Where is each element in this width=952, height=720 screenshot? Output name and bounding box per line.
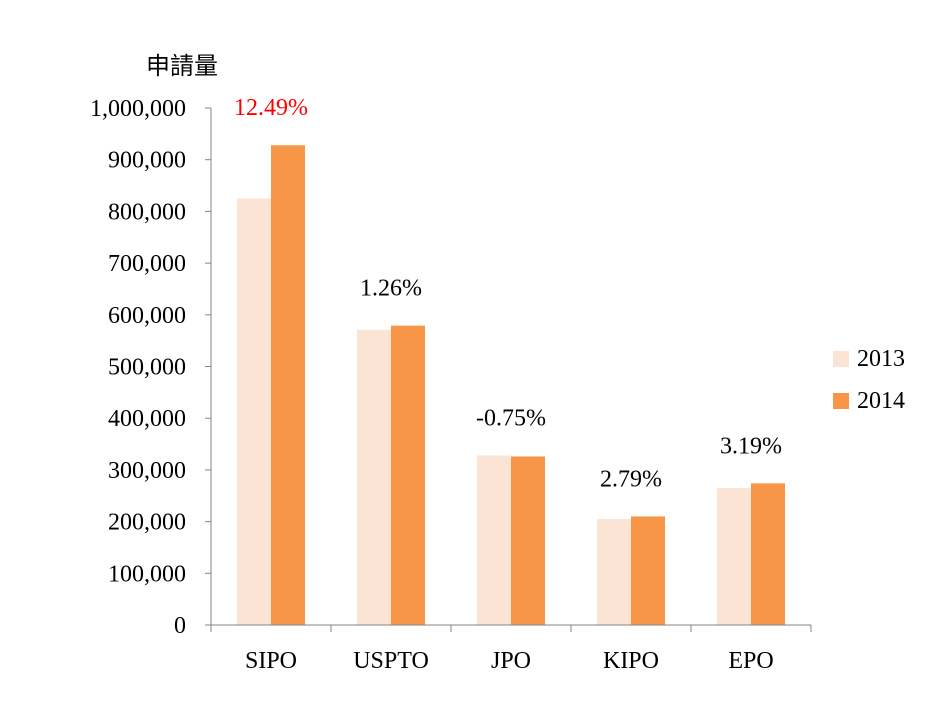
bar-kipo-2013 [597, 519, 631, 625]
annotations-group: 12.49% 1.26% -0.75% 2.79% 3.19% [234, 95, 782, 492]
change-annotation: 2.79% [600, 466, 662, 492]
y-tick-label: 1,000,000 [90, 96, 186, 122]
bar-uspto-2013 [357, 329, 391, 625]
bar-uspto-2014 [391, 325, 425, 625]
legend-label-2014: 2014 [857, 388, 905, 414]
y-tick-label: 900,000 [108, 148, 186, 174]
legend: 2013 2014 [833, 346, 905, 414]
category-labels-group: SIPO USPTO JPO KIPO EPO [210, 625, 812, 674]
bars-group [237, 145, 785, 625]
bar-jpo-2013 [477, 455, 511, 625]
x-category-label: KIPO [603, 648, 659, 674]
y-tick-label: 800,000 [108, 199, 186, 225]
y-tick-label: 600,000 [108, 303, 186, 329]
y-tick-label: 400,000 [108, 406, 186, 432]
x-category-label: SIPO [245, 648, 297, 674]
x-category-label: JPO [491, 648, 531, 674]
bar-kipo-2014 [631, 516, 665, 625]
bar-sipo-2014 [271, 145, 305, 625]
y-tick-label: 100,000 [108, 561, 186, 587]
bar-sipo-2013 [237, 198, 271, 625]
y-tick-label: 300,000 [108, 458, 186, 484]
y-tick-label: 500,000 [108, 355, 186, 381]
y-tick-label: 0 [174, 613, 186, 639]
change-annotation: 12.49% [234, 95, 308, 121]
y-tick-label: 200,000 [108, 510, 186, 536]
change-annotation: 3.19% [720, 433, 782, 459]
ticks-group: 0 100,000 200,000 300,000 400,000 500,000 600,… [90, 96, 211, 639]
legend-swatch-2014 [833, 393, 849, 409]
change-annotation: -0.75% [476, 405, 546, 431]
legend-swatch-2013 [833, 351, 849, 367]
bar-epo-2014 [751, 483, 785, 625]
x-category-label: USPTO [353, 648, 429, 674]
y-axis-label: 申請量 [146, 52, 218, 80]
bar-jpo-2014 [511, 456, 545, 625]
x-category-label: EPO [728, 648, 773, 674]
change-annotation: 1.26% [360, 276, 422, 302]
bar-epo-2013 [717, 487, 751, 625]
y-tick-label: 700,000 [108, 251, 186, 277]
legend-label-2013: 2013 [857, 346, 905, 372]
